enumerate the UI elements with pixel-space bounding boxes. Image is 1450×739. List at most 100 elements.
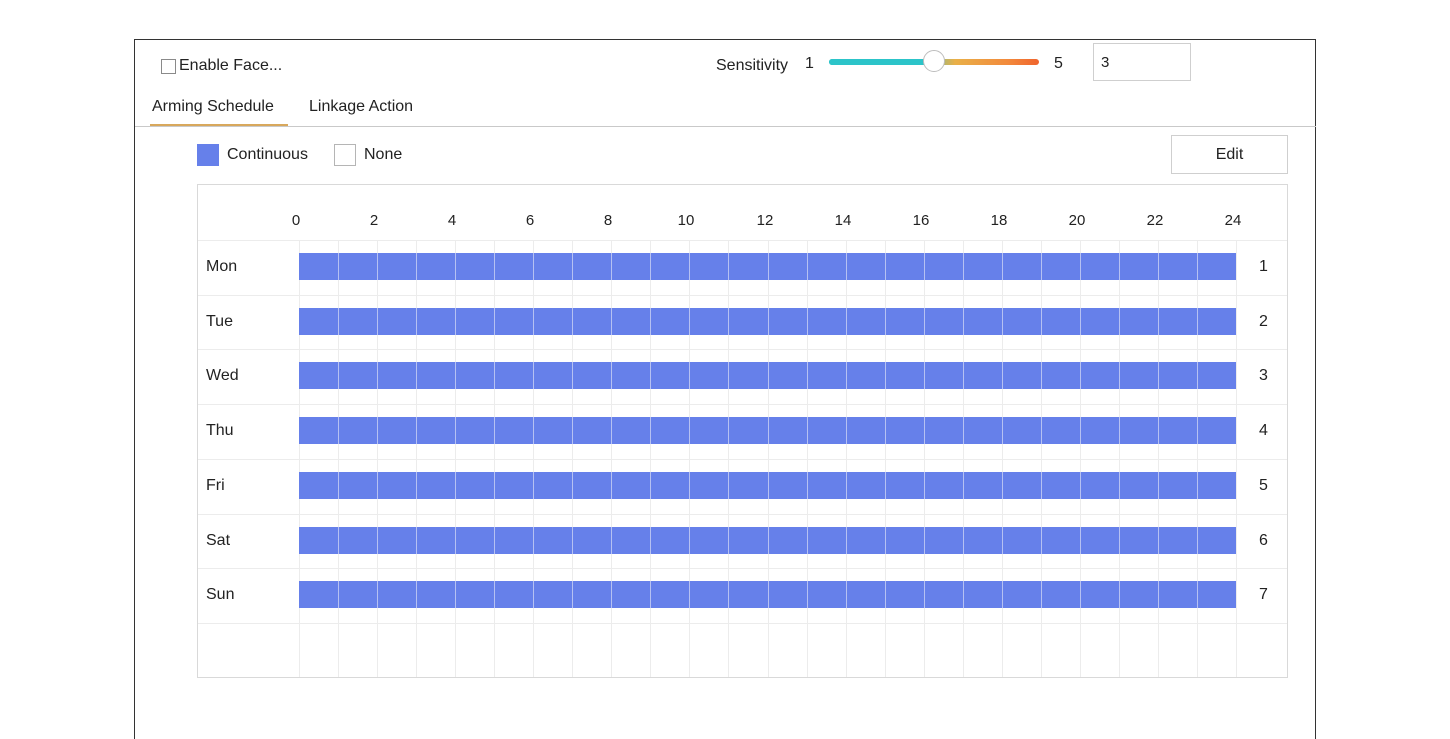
row-number: 2 xyxy=(1259,313,1268,330)
bar-hour-divider xyxy=(728,417,729,444)
bar-hour-divider xyxy=(768,581,769,608)
bar-hour-divider xyxy=(494,417,495,444)
bar-hour-divider xyxy=(1158,253,1159,280)
hour-gridline xyxy=(963,240,964,677)
bar-hour-divider xyxy=(846,362,847,389)
bar-hour-divider xyxy=(455,308,456,335)
bar-hour-divider xyxy=(807,253,808,280)
bar-hour-divider xyxy=(924,417,925,444)
bar-hour-divider xyxy=(1119,581,1120,608)
hour-gridline xyxy=(338,240,339,677)
bar-hour-divider xyxy=(885,308,886,335)
bar-hour-divider xyxy=(728,362,729,389)
bar-hour-divider xyxy=(416,253,417,280)
bar-hour-divider xyxy=(846,527,847,554)
bar-hour-divider xyxy=(611,417,612,444)
hour-gridline xyxy=(689,240,690,677)
bar-hour-divider xyxy=(611,308,612,335)
none-label: None xyxy=(364,146,403,163)
hour-gridline xyxy=(455,240,456,677)
none-swatch[interactable] xyxy=(334,144,356,166)
continuous-swatch[interactable] xyxy=(197,144,219,166)
bar-hour-divider xyxy=(924,308,925,335)
hour-gridline xyxy=(807,240,808,677)
schedule-bar[interactable] xyxy=(299,417,1236,444)
schedule-bar[interactable] xyxy=(299,581,1236,608)
bar-hour-divider xyxy=(768,362,769,389)
edit-button[interactable]: Edit xyxy=(1171,135,1288,174)
hour-tick-label: 6 xyxy=(525,212,535,229)
bar-hour-divider xyxy=(846,253,847,280)
schedule-bar[interactable] xyxy=(299,253,1236,280)
tab-arming-schedule[interactable]: Arming Schedule xyxy=(150,96,288,126)
bar-hour-divider xyxy=(963,417,964,444)
bar-hour-divider xyxy=(455,417,456,444)
schedule-grid: 0 2 4 6 8 10 12 14 16 18 20 22 24 Mon 1 Tue 2 Wed 3 Thu 4 Fri… xyxy=(197,184,1288,678)
bar-hour-divider xyxy=(689,253,690,280)
schedule-bar[interactable] xyxy=(299,362,1236,389)
schedule-bar[interactable] xyxy=(299,527,1236,554)
bar-hour-divider xyxy=(494,362,495,389)
bar-hour-divider xyxy=(728,472,729,499)
bar-hour-divider xyxy=(924,362,925,389)
bar-hour-divider xyxy=(963,581,964,608)
bar-hour-divider xyxy=(338,362,339,389)
row-number: 1 xyxy=(1259,258,1268,275)
bar-hour-divider xyxy=(533,472,534,499)
day-label: Tue xyxy=(206,313,233,330)
bar-hour-divider xyxy=(611,472,612,499)
slider-thumb[interactable] xyxy=(923,50,945,72)
bar-hour-divider xyxy=(1158,308,1159,335)
bar-hour-divider xyxy=(924,472,925,499)
bar-hour-divider xyxy=(1041,308,1042,335)
bar-hour-divider xyxy=(846,472,847,499)
bar-hour-divider xyxy=(494,472,495,499)
bar-hour-divider xyxy=(963,527,964,554)
hour-gridline xyxy=(846,240,847,677)
bar-hour-divider xyxy=(338,308,339,335)
bar-hour-divider xyxy=(1158,417,1159,444)
bar-hour-divider xyxy=(533,362,534,389)
bar-hour-divider xyxy=(650,362,651,389)
bar-hour-divider xyxy=(1002,581,1003,608)
enable-face-checkbox[interactable]: Enable Face... xyxy=(161,57,282,75)
row-gridline xyxy=(198,514,1287,515)
bar-hour-divider xyxy=(1197,417,1198,444)
hour-gridline xyxy=(1158,240,1159,677)
bar-hour-divider xyxy=(455,253,456,280)
bar-hour-divider xyxy=(650,308,651,335)
bar-hour-divider xyxy=(1197,581,1198,608)
bar-hour-divider xyxy=(1002,308,1003,335)
bar-hour-divider xyxy=(924,253,925,280)
bar-hour-divider xyxy=(1080,308,1081,335)
bar-hour-divider xyxy=(963,472,964,499)
row-number: 4 xyxy=(1259,422,1268,439)
sensitivity-slider[interactable] xyxy=(829,50,1039,72)
checkbox-box[interactable] xyxy=(161,58,176,74)
bar-hour-divider xyxy=(572,472,573,499)
schedule-bar[interactable] xyxy=(299,472,1236,499)
tab-linkage-action[interactable]: Linkage Action xyxy=(309,98,414,115)
bar-hour-divider xyxy=(1197,253,1198,280)
hour-gridline xyxy=(1002,240,1003,677)
bar-hour-divider xyxy=(650,527,651,554)
bar-hour-divider xyxy=(846,581,847,608)
bar-hour-divider xyxy=(1080,581,1081,608)
hour-gridline xyxy=(728,240,729,677)
bar-hour-divider xyxy=(338,472,339,499)
bar-hour-divider xyxy=(1041,527,1042,554)
hour-tick-label: 22 xyxy=(1146,212,1164,229)
row-gridline xyxy=(198,459,1287,460)
hour-tick-label: 8 xyxy=(603,212,613,229)
sensitivity-value-input[interactable] xyxy=(1093,43,1191,81)
bar-hour-divider xyxy=(611,253,612,280)
bar-hour-divider xyxy=(416,308,417,335)
bar-hour-divider xyxy=(1041,581,1042,608)
bar-hour-divider xyxy=(416,417,417,444)
row-gridline xyxy=(198,568,1287,569)
legend-none[interactable]: None xyxy=(334,144,402,166)
bar-hour-divider xyxy=(689,472,690,499)
legend-continuous[interactable]: Continuous xyxy=(197,144,308,166)
bar-hour-divider xyxy=(885,527,886,554)
schedule-bar[interactable] xyxy=(299,308,1236,335)
